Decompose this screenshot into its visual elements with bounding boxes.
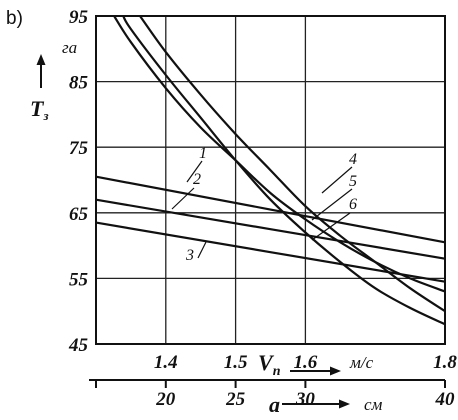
y-tick-label-1: 55 bbox=[69, 269, 89, 290]
y-axis-label-subscript: з bbox=[42, 108, 48, 123]
x-top-tick-label-2: 1.6 bbox=[294, 352, 318, 373]
y-axis-arrow-head bbox=[36, 54, 46, 65]
y-axis-title: Tз bbox=[30, 54, 49, 123]
x-bottom-tick-label-3: 40 bbox=[435, 389, 456, 410]
y-tick-label-0: 45 bbox=[68, 335, 89, 356]
plot-frame bbox=[95, 15, 446, 345]
x-top-axis-arrow-head bbox=[330, 366, 341, 376]
x-top-axis-label-main: V bbox=[258, 350, 275, 375]
series-group bbox=[95, 15, 446, 326]
x-axis-top: 1.4 1.5 1.6 1.8 Vп м/с bbox=[154, 350, 457, 379]
series-2-line bbox=[95, 198, 446, 260]
x-top-tick-label-3: 1.8 bbox=[433, 352, 457, 373]
series-4-line bbox=[113, 15, 446, 293]
series-3-line bbox=[95, 221, 446, 283]
x-bottom-axis-arrow-head bbox=[339, 399, 350, 409]
x-top-axis-label-subscript: п bbox=[273, 364, 281, 379]
series-5-leader-line bbox=[311, 188, 353, 221]
x-bottom-tick-label-1: 25 bbox=[225, 389, 246, 410]
series-5-line bbox=[139, 15, 446, 313]
series-6-label: 6 bbox=[349, 196, 357, 213]
y-tick-label-5: 95 bbox=[69, 7, 89, 28]
x-bottom-tick-label-0: 20 bbox=[155, 389, 176, 410]
y-axis-label: Tз bbox=[30, 96, 49, 123]
x-bottom-tick-label-2: 30 bbox=[295, 389, 316, 410]
series-4-label: 4 bbox=[349, 151, 357, 168]
y-axis-ticks: 45 55 65 75 85 95 bbox=[68, 7, 89, 356]
y-tick-label-2: 65 bbox=[69, 204, 89, 225]
panel-label: b) bbox=[6, 8, 23, 29]
x-top-axis-label: Vп bbox=[258, 350, 281, 379]
series-6-leader-line bbox=[311, 212, 351, 241]
series-1-leader-line bbox=[186, 160, 203, 183]
y-tick-label-3: 75 bbox=[69, 138, 89, 159]
y-axis-label-main: T bbox=[30, 96, 45, 121]
x-top-axis-unit: м/с bbox=[349, 353, 374, 372]
series-labels: 1 2 3 4 5 6 bbox=[171, 145, 357, 264]
x-bottom-axis-label: a bbox=[269, 392, 280, 417]
x-bottom-axis-unit: см bbox=[364, 395, 383, 414]
series-1-label: 1 bbox=[199, 145, 207, 162]
x-axis-bottom: 20 25 30 40 a см bbox=[89, 379, 456, 417]
x-top-tick-label-0: 1.4 bbox=[154, 352, 178, 373]
series-2-label: 2 bbox=[193, 171, 201, 188]
series-3-leader-line bbox=[197, 241, 207, 259]
series-5-label: 5 bbox=[349, 173, 357, 190]
series-3-label: 3 bbox=[185, 247, 194, 264]
x-top-tick-label-1: 1.5 bbox=[224, 352, 248, 373]
x-top-tick-labels: 1.4 1.5 1.6 1.8 bbox=[154, 352, 457, 373]
series-1-line bbox=[95, 175, 446, 244]
series-4-leader-line bbox=[321, 166, 353, 194]
series-2-leader-line bbox=[171, 187, 195, 210]
series-6-line bbox=[122, 15, 446, 326]
y-tick-label-4: 85 bbox=[69, 73, 89, 94]
y-axis-unit: га bbox=[62, 38, 77, 57]
